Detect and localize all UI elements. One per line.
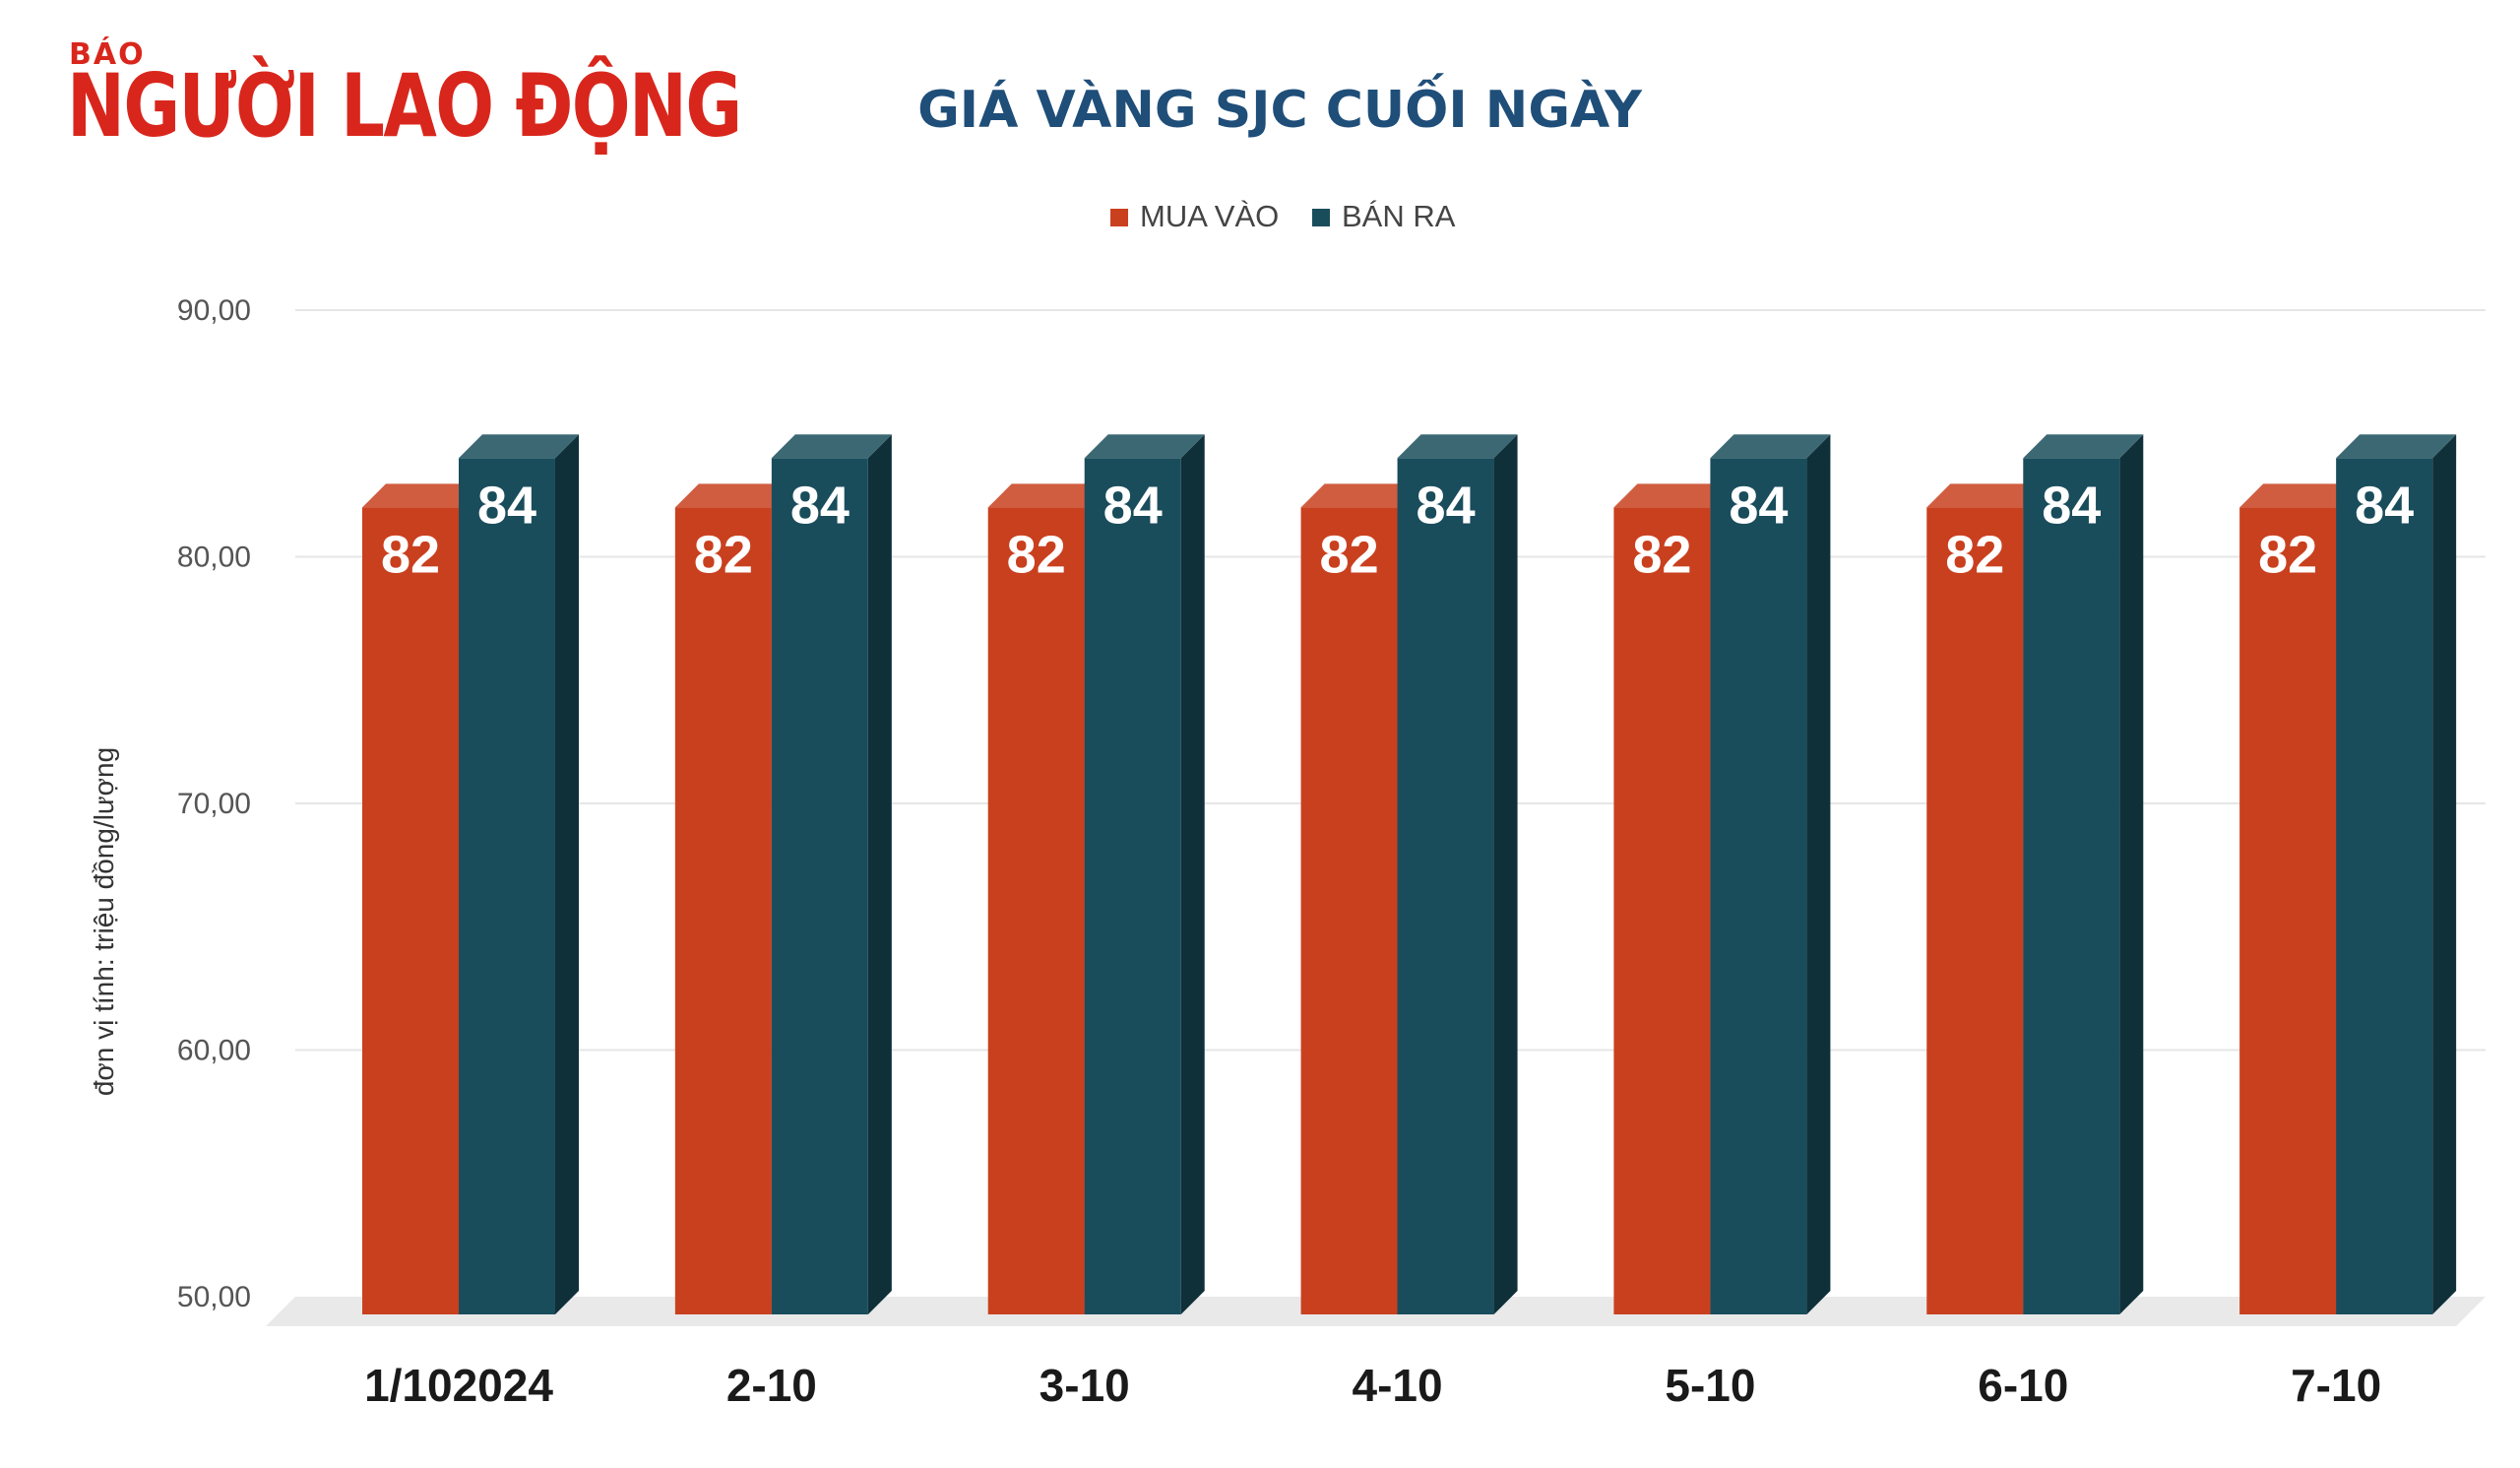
bar xyxy=(459,458,555,1314)
data-labels: 82 84 82 84 82 84 82 84 82 84 82 84 82 84 xyxy=(381,476,2414,584)
bar xyxy=(1084,458,1181,1314)
bar xyxy=(2023,458,2120,1314)
y-tick-label: 90,00 xyxy=(177,294,251,327)
logo-small-text: BÁO xyxy=(69,37,146,72)
x-tick-label: 2-10 xyxy=(726,1360,817,1411)
data-label: 84 xyxy=(477,476,536,535)
data-label: 82 xyxy=(1632,525,1691,584)
data-label: 82 xyxy=(1320,525,1379,584)
bar xyxy=(771,458,868,1314)
bar-top xyxy=(1397,434,1518,459)
bar-side xyxy=(1493,434,1518,1314)
legend-swatch xyxy=(1312,209,1330,226)
x-tick-label: 6-10 xyxy=(1978,1360,2068,1411)
brand-logo: BÁO NGƯỜI LAO ĐỘNG xyxy=(61,35,742,157)
x-tick-label: 1/102024 xyxy=(364,1360,553,1411)
bar xyxy=(2239,507,2337,1314)
bar-top xyxy=(2023,434,2144,459)
bars xyxy=(362,434,2457,1314)
data-label: 82 xyxy=(1945,525,2004,584)
bar-side xyxy=(555,434,579,1314)
bar-top xyxy=(1926,483,2048,508)
bar xyxy=(1710,458,1807,1314)
bar xyxy=(987,507,1085,1314)
bar-top xyxy=(1084,434,1205,459)
y-tick-label: 70,00 xyxy=(177,788,251,820)
bar-top xyxy=(362,483,482,508)
bar-top xyxy=(1710,434,1831,459)
bar xyxy=(362,507,459,1314)
bar-top xyxy=(459,434,579,459)
bar-side xyxy=(1180,434,1205,1314)
data-label: 82 xyxy=(694,525,753,584)
data-label: 82 xyxy=(381,525,440,584)
logo-main-text: NGƯỜI LAO ĐỘNG xyxy=(67,55,742,157)
bar xyxy=(1926,507,2024,1314)
data-label: 84 xyxy=(1417,476,1476,535)
y-tick-label: 60,00 xyxy=(177,1035,251,1067)
data-label: 84 xyxy=(1729,476,1788,535)
bar-top xyxy=(2336,434,2457,459)
data-label: 82 xyxy=(1007,525,1066,584)
data-label: 84 xyxy=(2042,476,2101,535)
y-tick-label: 80,00 xyxy=(177,542,251,574)
bar xyxy=(1300,507,1398,1314)
bar-top xyxy=(2239,483,2361,508)
bar-top xyxy=(674,483,795,508)
bar-top xyxy=(987,483,1108,508)
x-tick-label: 3-10 xyxy=(1040,1360,1130,1411)
legend-label: BÁN RA xyxy=(1342,199,1456,233)
data-label: 84 xyxy=(2355,476,2414,535)
axes: 50,00 60,00 70,00 80,00 90,00 đơn vị tính: tr… xyxy=(89,294,2381,1411)
bar-top xyxy=(1613,483,1734,508)
bar-top xyxy=(1300,483,1421,508)
y-tick-label: 50,00 xyxy=(177,1281,251,1313)
bar xyxy=(2336,458,2433,1314)
x-tick-label: 4-10 xyxy=(1353,1360,1443,1411)
y-axis-title: đơn vị tính: triệu đồng/lượng xyxy=(89,747,119,1096)
bar-side xyxy=(867,434,892,1314)
legend-label: MUA VÀO xyxy=(1140,199,1279,233)
data-label: 84 xyxy=(1103,476,1163,535)
legend: MUA VÀO BÁN RA xyxy=(1110,199,1456,233)
data-label: 84 xyxy=(790,476,850,535)
x-tick-label: 7-10 xyxy=(2291,1360,2381,1411)
chart-title: GIÁ VÀNG SJC CUỐI NGÀY xyxy=(917,81,1642,140)
bar xyxy=(674,507,772,1314)
x-tick-label: 5-10 xyxy=(1665,1360,1755,1411)
bar-side xyxy=(2432,434,2457,1314)
bar xyxy=(1397,458,1494,1314)
bar-top xyxy=(771,434,892,459)
data-label: 82 xyxy=(2258,525,2317,584)
legend-swatch xyxy=(1110,209,1128,226)
bar-side xyxy=(2119,434,2144,1314)
bar xyxy=(1613,507,1711,1314)
bar-side xyxy=(1806,434,1831,1314)
